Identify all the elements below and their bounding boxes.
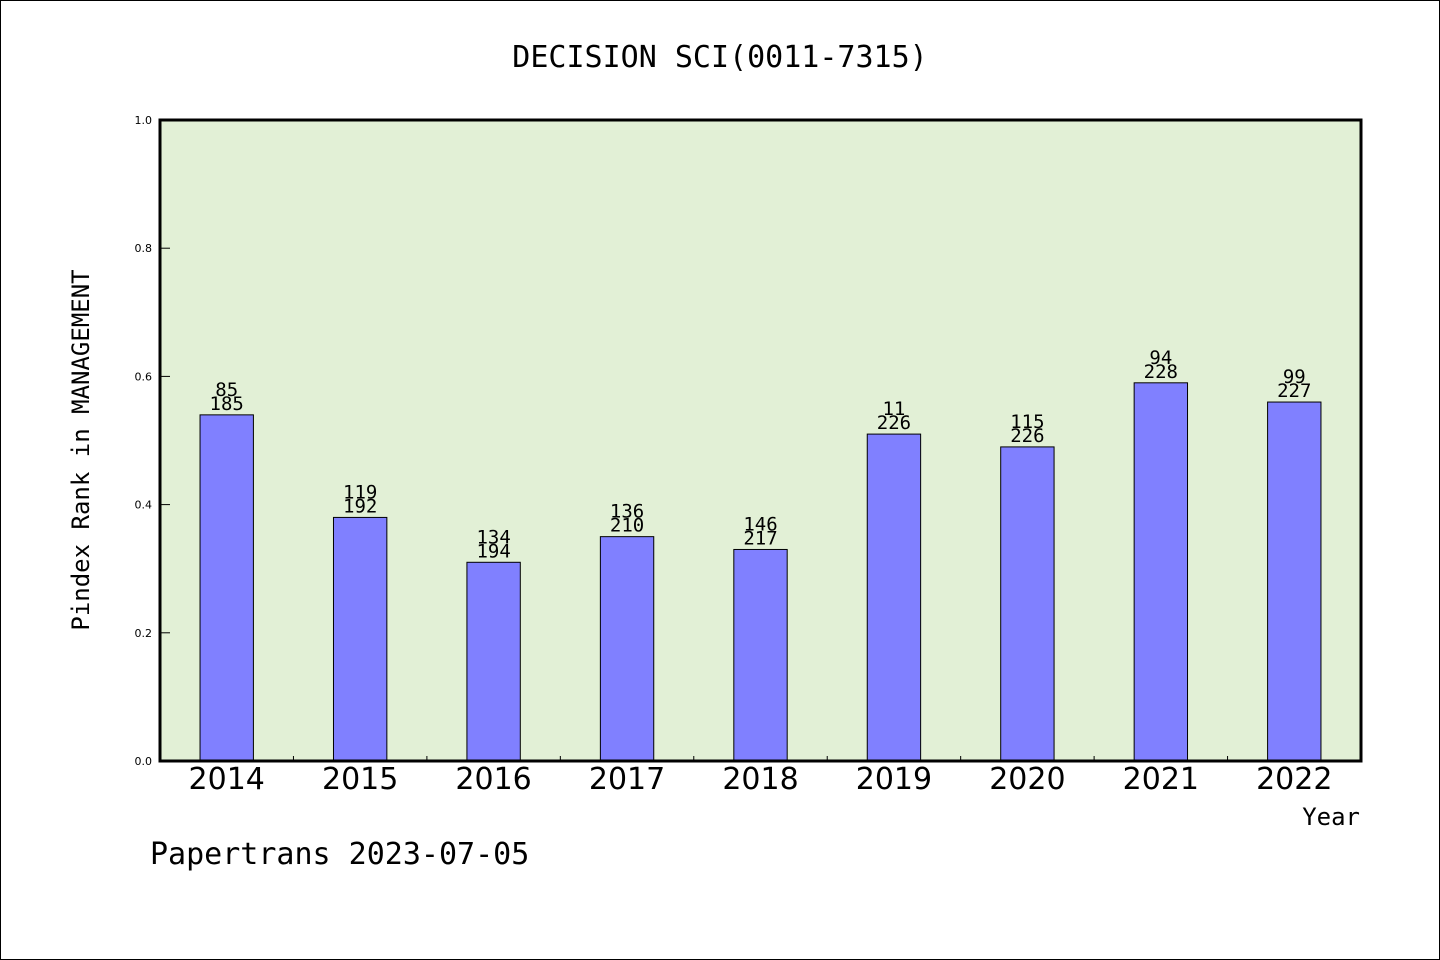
x-tick-label: 2018 (722, 762, 798, 797)
bar-rank-label: 134 (476, 526, 510, 548)
bar-total-label: 228 (1144, 361, 1178, 383)
y-tick-label: 0.2 (135, 627, 153, 640)
bars (199, 382, 1322, 762)
x-tick-label: 2022 (1256, 762, 1332, 797)
bar-rank-label: 136 (610, 501, 644, 523)
bar-total-label: 226 (877, 412, 911, 434)
bar-2014 (199, 414, 254, 762)
x-tick-label: 2017 (589, 762, 665, 797)
x-tick-label: 2015 (322, 762, 398, 797)
bar-2016 (466, 561, 521, 762)
bar-2017 (599, 536, 655, 762)
bar-total-label: 210 (610, 515, 644, 537)
bar-rank-label: 11 (882, 398, 905, 420)
y-tick-label: 0.8 (135, 242, 153, 255)
bar-total-label: 227 (1277, 380, 1311, 402)
bar-total-label: 185 (210, 393, 244, 415)
x-tick-label: 2019 (856, 762, 932, 797)
bar-rank-label: 85 (215, 379, 238, 401)
chart-title: DECISION SCI(0011-7315) (512, 40, 927, 75)
x-tick-labels: 2014 2015 2016 2017 2018 2019 2020 2021 2022 (189, 762, 1333, 797)
bar-2019 (866, 433, 922, 762)
bar-rank-label: 146 (743, 513, 777, 535)
bar-2015 (332, 516, 388, 762)
bar-total-label: 226 (1010, 425, 1044, 447)
bar-2022 (1267, 401, 1322, 762)
bar-total-label: 192 (343, 495, 377, 517)
y-tick-label: 0.0 (135, 755, 153, 768)
y-tick-label: 0.4 (135, 499, 153, 512)
y-tick-label: 1.0 (135, 114, 153, 127)
x-tick-label: 2014 (189, 762, 265, 797)
bar-total-label: 194 (476, 540, 510, 562)
bar-total-label: 217 (743, 527, 777, 549)
x-axis-label: Year (1302, 803, 1360, 831)
y-axis-ticks: 0.0 0.2 0.4 0.6 0.8 1.0 (135, 114, 170, 768)
bar-rank-label: 119 (343, 481, 377, 503)
y-tick-label: 0.6 (135, 370, 153, 383)
x-tick-label: 2021 (1123, 762, 1199, 797)
bar-2018 (733, 548, 788, 762)
bar-2021 (1133, 382, 1189, 762)
bar-rank-label: 94 (1149, 347, 1172, 369)
y-axis-label: Pindex Rank in MANAGEMENT (67, 269, 95, 630)
bar-rank-label: 115 (1010, 411, 1044, 433)
footer-credit: Papertrans 2023-07-05 (150, 837, 529, 872)
x-tick-label: 2020 (989, 762, 1065, 797)
bar-rank-label: 99 (1283, 366, 1306, 388)
plot-border (158, 118, 1363, 763)
x-tick-label: 2016 (455, 762, 531, 797)
bar-2020 (1000, 446, 1055, 762)
